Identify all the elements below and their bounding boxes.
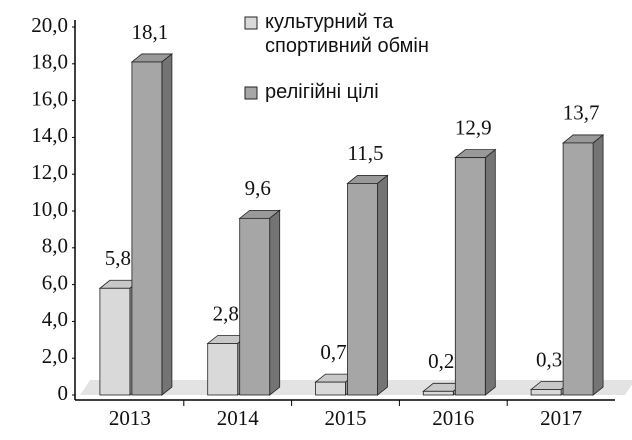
- bar: [454, 157, 486, 396]
- y-tick-label: 20,0: [31, 13, 68, 37]
- x-tick-label: 2015: [325, 406, 367, 430]
- bar: [562, 142, 594, 396]
- bar: [315, 381, 346, 396]
- y-tick-label: 4,0: [42, 307, 68, 331]
- y-tick-label: 6,0: [42, 270, 68, 294]
- value-label: 13,7: [563, 101, 600, 125]
- value-label: 0,7: [320, 340, 346, 364]
- value-label: 0,3: [536, 347, 562, 371]
- x-tick-label: 2017: [540, 406, 582, 430]
- bar-side: [377, 174, 388, 396]
- value-label: 12,9: [455, 115, 492, 139]
- value-label: 0,2: [428, 349, 454, 373]
- bar: [207, 343, 239, 396]
- bar: [99, 287, 131, 396]
- bar: [530, 389, 562, 396]
- x-tick-label: 2013: [109, 406, 151, 430]
- bar-side: [592, 134, 604, 396]
- bar-side: [484, 148, 496, 396]
- value-label: 2,8: [213, 301, 239, 325]
- value-label: 18,1: [132, 20, 169, 44]
- bar: [239, 217, 271, 396]
- x-tick-label: 2016: [432, 406, 474, 430]
- y-tick-label: 0: [58, 381, 69, 405]
- value-label: 11,5: [348, 141, 384, 165]
- y-tick-label: 16,0: [31, 86, 68, 110]
- legend-swatch: [244, 86, 258, 100]
- bar-side: [269, 209, 281, 396]
- value-label: 5,8: [105, 246, 131, 270]
- legend-label: релігійні цілі: [265, 81, 379, 103]
- y-tick-label: 10,0: [31, 197, 68, 221]
- y-tick-label: 12,0: [31, 160, 68, 184]
- y-tick-label: 14,0: [31, 123, 68, 147]
- y-tick-label: 18,0: [31, 50, 68, 74]
- value-label: 9,6: [245, 176, 271, 200]
- legend-swatch: [244, 16, 258, 30]
- y-tick-label: 8,0: [42, 234, 68, 258]
- y-tick-label: 2,0: [42, 344, 68, 368]
- bar: [347, 182, 378, 396]
- legend-label: культурний та спортивний обмін: [265, 11, 429, 57]
- bar: [131, 61, 163, 396]
- bar: [422, 390, 454, 396]
- bar-side: [161, 53, 173, 396]
- x-tick-label: 2014: [217, 406, 260, 430]
